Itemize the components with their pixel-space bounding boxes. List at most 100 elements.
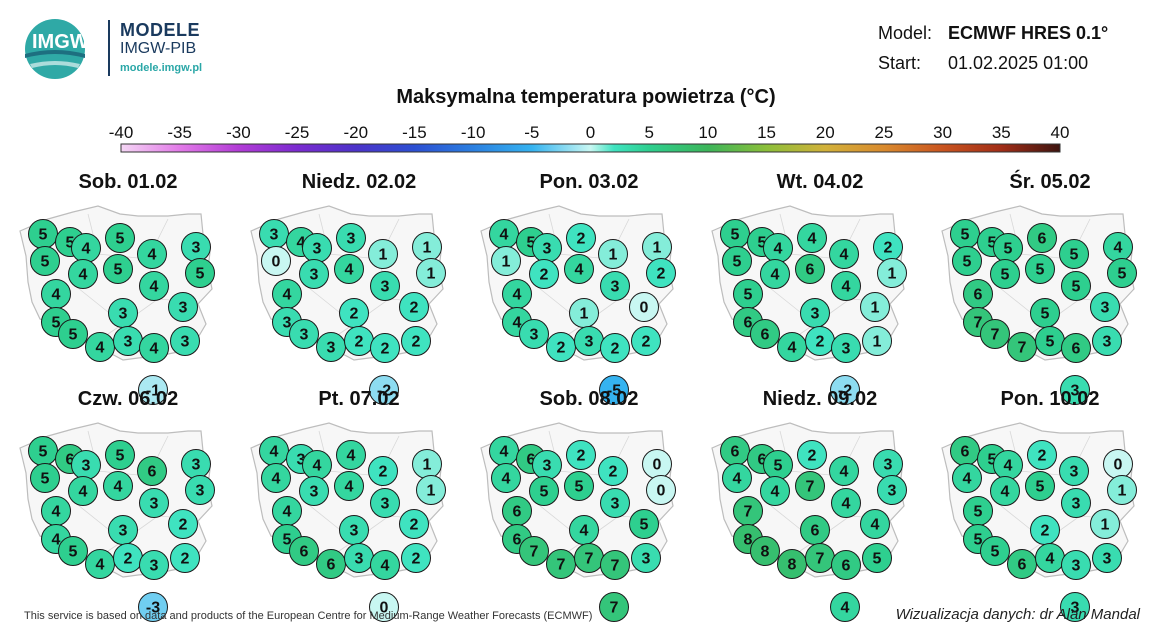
temperature-marker	[1092, 543, 1122, 573]
temperature-marker	[336, 440, 366, 470]
temperature-marker	[369, 375, 399, 405]
colorbar-tick-label: 30	[933, 123, 952, 142]
temperature-value: 4	[840, 464, 849, 481]
temperature-value: 4	[345, 262, 354, 279]
temperature-value: 4	[52, 287, 61, 304]
temperature-marker	[831, 271, 861, 301]
temperature-value: 7	[816, 551, 825, 568]
temperature-value: 4	[1001, 484, 1010, 501]
temperature-value: 5	[963, 254, 972, 271]
temperature-colorbar: -40 -35 -30 -25 -20 -15 -10 -5 0 5 10 15 20 25 30 35 40	[109, 123, 1069, 153]
temperature-marker	[566, 223, 596, 253]
temperature-marker	[58, 319, 88, 349]
temperature-value: 3	[124, 334, 133, 351]
temperature-marker	[368, 239, 398, 269]
ecmwf-attribution: This service is based on data and produc…	[24, 610, 593, 622]
temperature-marker	[170, 543, 200, 573]
temperature-marker	[139, 271, 169, 301]
temperature-value: -5	[607, 383, 621, 400]
temperature-marker	[598, 456, 628, 486]
temperature-marker	[862, 543, 892, 573]
temperature-marker	[30, 246, 60, 276]
temperature-value: 5	[540, 484, 549, 501]
temperature-marker	[519, 319, 549, 349]
temperature-value: 0	[657, 483, 666, 500]
temperature-value: 5	[731, 227, 740, 244]
temperature-value: 4	[1114, 240, 1123, 257]
temperature-value: 7	[557, 557, 566, 574]
temperature-marker	[336, 223, 366, 253]
brand-url[interactable]: modele.imgw.pl	[120, 62, 203, 74]
temperature-value: 3	[1072, 558, 1081, 575]
temperature-marker	[168, 509, 198, 539]
colorbar-tick-label: 35	[992, 123, 1011, 142]
temperature-value: 3	[310, 484, 319, 501]
temperature-value: 1	[580, 306, 589, 323]
temperature-marker	[830, 375, 860, 405]
temperature-value: 7	[991, 327, 1000, 344]
temperature-marker	[1059, 456, 1089, 486]
temperature-value: 4	[774, 241, 783, 258]
temperature-marker	[261, 246, 291, 276]
temperature-value: 3	[884, 457, 893, 474]
temperature-value: 6	[1072, 341, 1081, 358]
temperature-value: 4	[82, 241, 91, 258]
temperature-value: 4	[270, 444, 279, 461]
temperature-value: 4	[96, 340, 105, 357]
temperature-value: 4	[841, 600, 850, 617]
temperature-marker	[289, 536, 319, 566]
temperature-marker	[105, 440, 135, 470]
temperature-value: 1	[427, 483, 436, 500]
temperature-value: 2	[410, 517, 419, 534]
model-info: Model: ECMWF HRES 0.1° Start: 01.02.2025…	[878, 18, 1108, 78]
temperature-value: 4	[150, 341, 159, 358]
temperature-marker	[299, 259, 329, 289]
temperature-value: 4	[842, 496, 851, 513]
temperature-value: 4	[842, 279, 851, 296]
temperature-value: 4	[96, 557, 105, 574]
start-value: 01.02.2025 01:00	[948, 53, 1089, 73]
brand-title: MODELE	[120, 20, 201, 40]
temperature-value: 3	[355, 551, 364, 568]
temperature-value: 5	[527, 235, 536, 252]
temperature-value: 5	[1001, 267, 1010, 284]
temperature-marker	[990, 259, 1020, 289]
temperature-value: 5	[988, 235, 997, 252]
colorbar-tick-label: 10	[698, 123, 717, 142]
temperature-marker	[299, 476, 329, 506]
temperature-value: 3	[270, 227, 279, 244]
temperature-marker	[829, 456, 859, 486]
colorbar-tick-label: 15	[757, 123, 776, 142]
temperature-value: 5	[1036, 262, 1045, 279]
temperature-value: 3	[543, 241, 552, 258]
temperature-marker	[369, 592, 399, 622]
temperature-marker	[860, 509, 890, 539]
temperature-value: 5	[114, 262, 123, 279]
temperature-value: 5	[640, 517, 649, 534]
imgw-logo: IMGW	[22, 18, 92, 85]
temperature-marker	[646, 258, 676, 288]
map-date-label: Niedz. 02.02	[302, 171, 417, 193]
map-date-label: Pon. 10.02	[1001, 388, 1100, 410]
temperature-value: 6	[806, 262, 815, 279]
temperature-value: 5	[1004, 241, 1013, 258]
temperature-value: 7	[974, 315, 983, 332]
temperature-marker	[564, 254, 594, 284]
temperature-marker	[137, 239, 167, 269]
temperature-value: 2	[611, 341, 620, 358]
temperature-marker	[399, 509, 429, 539]
temperature-value: 5	[774, 458, 783, 475]
temperature-marker	[600, 333, 630, 363]
temperature-value: 6	[744, 315, 753, 332]
temperature-marker	[1061, 271, 1091, 301]
logo-text: IMGW	[32, 31, 89, 53]
temperature-marker	[168, 292, 198, 322]
temperature-value: 7	[585, 551, 594, 568]
temperature-marker	[797, 440, 827, 470]
temperature-value: 2	[412, 551, 421, 568]
